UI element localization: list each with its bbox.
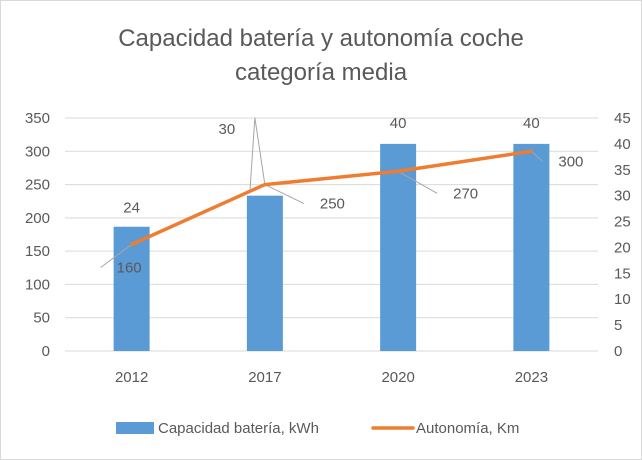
x-tick-label: 2023 — [515, 369, 548, 386]
x-tick-label: 2020 — [381, 369, 414, 386]
line-data-label: 300 — [558, 153, 583, 170]
chart-title: Capacidad batería y autonomía coche cate… — [0, 22, 642, 90]
y-right-tick-label: 35 — [614, 162, 631, 179]
data-label-leader — [531, 150, 543, 162]
legend-label-line: Autonomía, Km — [416, 420, 519, 437]
y-right-tick-label: 5 — [614, 317, 622, 334]
y-right-tick-label: 25 — [614, 214, 631, 231]
data-label-leader — [397, 170, 438, 194]
y-left-tick-label: 0 — [42, 343, 50, 360]
y-right-tick-label: 0 — [614, 343, 622, 360]
y-right-tick-label: 10 — [614, 291, 631, 308]
chart-title-line-1: Capacidad batería y autonomía coche — [118, 25, 524, 52]
line-data-label: 160 — [117, 259, 142, 276]
y-right-tick-label: 40 — [614, 136, 631, 153]
y-left-tick-label: 300 — [25, 143, 50, 160]
line-data-label: 270 — [453, 185, 478, 202]
data-label-leader — [100, 244, 132, 268]
y-left-tick-label: 50 — [33, 310, 50, 327]
data-label-leader — [264, 184, 305, 205]
bar — [113, 226, 150, 351]
chart-title-line-2: categoría media — [234, 59, 408, 86]
legend-swatch-bar — [116, 422, 154, 434]
bar — [380, 143, 417, 351]
y-right-tick-label: 20 — [614, 239, 631, 256]
bar-data-label: 40 — [390, 115, 407, 132]
y-right-tick-label: 30 — [614, 188, 631, 205]
line-series — [129, 149, 534, 247]
bar-data-label: 40 — [523, 115, 540, 132]
y-left-tick-label: 350 — [25, 110, 50, 127]
bar-data-label: 24 — [123, 200, 140, 217]
x-tick-label: 2012 — [115, 369, 148, 386]
y-right-tick-label: 15 — [614, 265, 631, 282]
y-left-tick-label: 250 — [25, 177, 50, 194]
bar-data-label: 30 — [219, 121, 236, 138]
data-label-leader — [249, 117, 266, 192]
bar — [513, 143, 550, 351]
y-left-tick-label: 100 — [25, 276, 50, 293]
y-left-tick-label: 200 — [25, 210, 50, 227]
legend-label-bar: Capacidad batería, kWh — [158, 420, 319, 437]
bar — [246, 195, 283, 351]
x-tick-label: 2017 — [248, 369, 281, 386]
line-data-label: 250 — [320, 196, 345, 213]
y-right-tick-label: 45 — [614, 110, 631, 127]
y-left-tick-label: 150 — [25, 243, 50, 260]
